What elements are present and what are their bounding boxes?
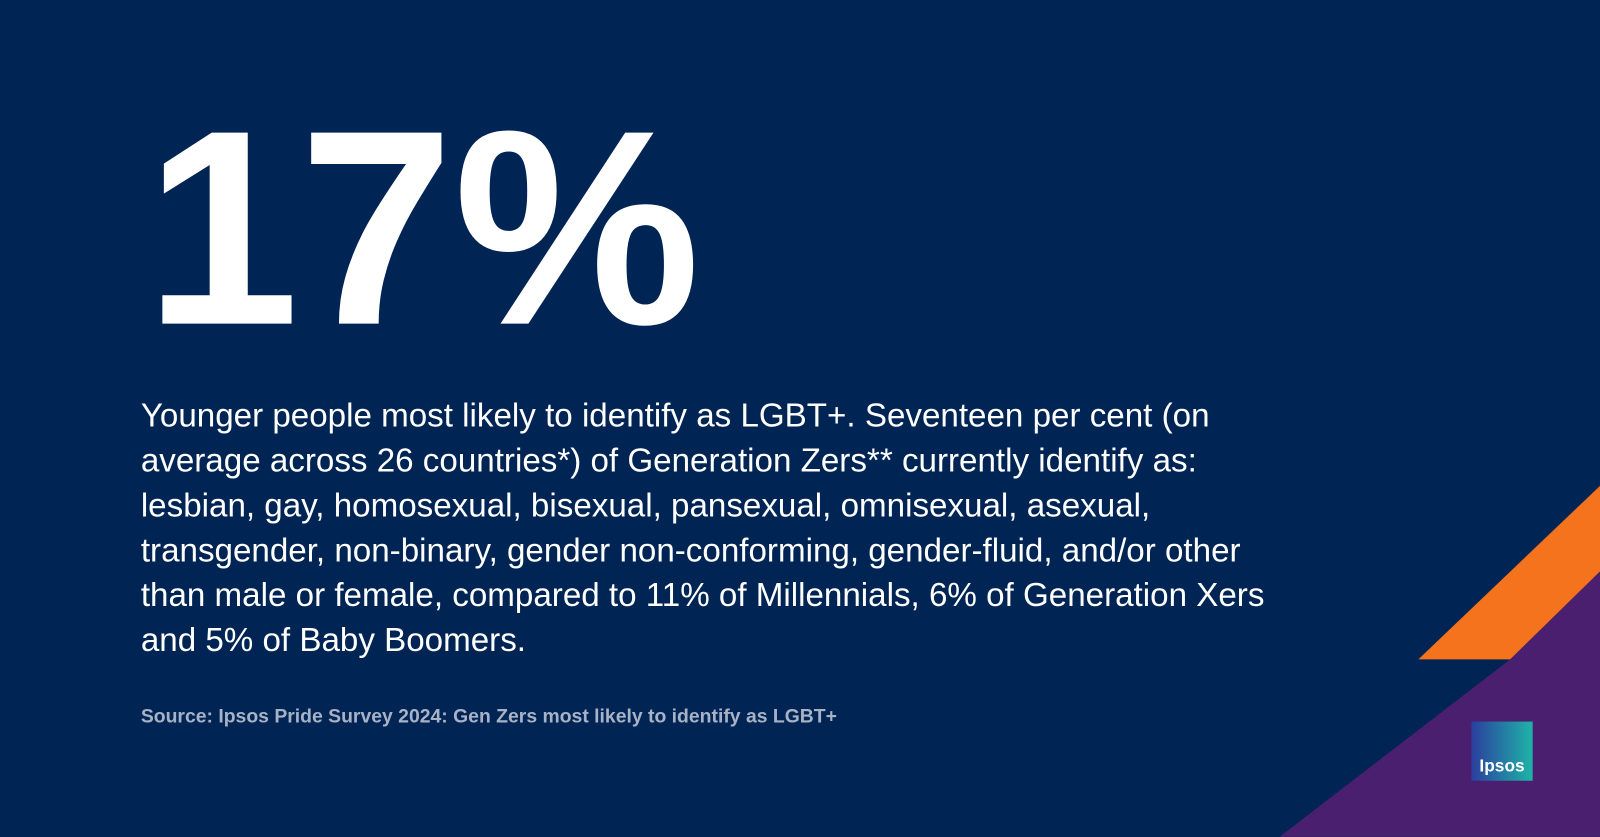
headline: 17% [145, 73, 701, 383]
logo-box [1471, 721, 1533, 781]
body-line: Younger people most likely to identify a… [141, 398, 1210, 435]
body-line: than male or female, compared to 11% of … [141, 577, 1265, 614]
body-line: transgender, non-binary, gender non-conf… [141, 532, 1241, 569]
logo-text: Ipsos [1479, 756, 1524, 776]
body-line: average across 26 countries*) of Generat… [141, 443, 1197, 480]
body-line: and 5% of Baby Boomers. [141, 622, 526, 659]
body-text: Younger people most likely to identify a… [141, 398, 1265, 659]
source: Source: Ipsos Pride Survey 2024: Gen Zer… [141, 706, 837, 728]
body-line: lesbian, gay, homosexual, bisexual, pans… [141, 487, 1150, 524]
